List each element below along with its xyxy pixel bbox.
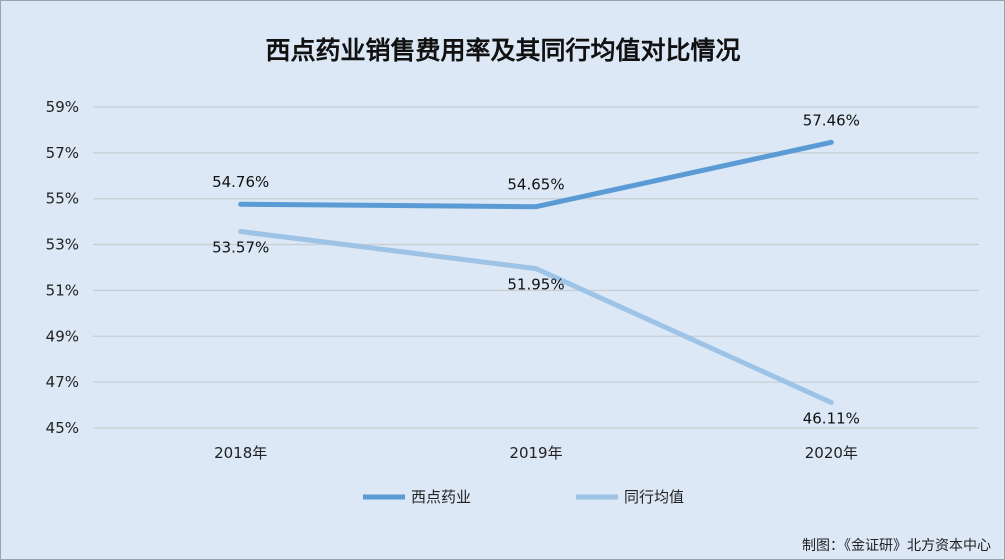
series-line-1 [238,229,834,406]
legend: 西点药业 同行均值 [363,488,684,506]
y-tick-label: 45% [46,419,79,437]
data-label: 57.46% [803,111,860,129]
legend-label: 同行均值 [624,488,684,506]
y-tick-label: 57% [46,144,79,162]
data-labels: 54.76% 54.65% 57.46% 53.57% 51.95% 46.11% [212,111,860,427]
y-tick-label: 49% [46,327,79,345]
y-tick-label: 47% [46,373,79,391]
y-tick-label: 51% [46,281,79,299]
y-tick-label: 59% [46,98,79,116]
y-axis-ticks: 45% 47% 49% 51% 53% 55% 57% 59% [46,98,79,437]
gridlines [93,106,979,429]
data-label: 46.11% [803,410,860,428]
y-tick-label: 53% [46,236,79,254]
y-tick-label: 55% [46,190,79,208]
x-tick-label: 2018年 [214,444,267,462]
series-lines [238,139,834,406]
data-label: 54.76% [212,173,269,191]
x-tick-label: 2020年 [805,444,858,462]
data-label: 51.95% [507,276,564,294]
series-line-0 [238,139,834,210]
source-note: 制图：《金证研》北方资本中心 [802,538,991,554]
data-label: 53.57% [212,239,269,257]
data-label: 54.65% [507,176,564,194]
x-tick-label: 2019年 [509,444,562,462]
x-axis-ticks: 2018年 2019年 2020年 [214,444,858,462]
chart-title: 西点药业销售费用率及其同行均值对比情况 [265,36,740,65]
legend-label: 西点药业 [411,488,471,506]
